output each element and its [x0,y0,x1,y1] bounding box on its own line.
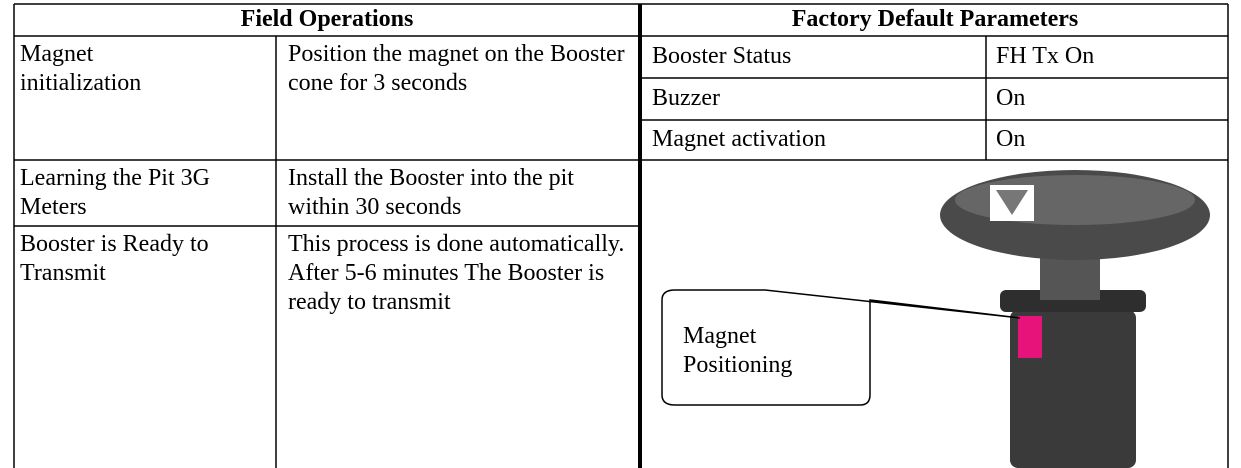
default-value: FH Tx On [996,43,1095,69]
parameter: Booster Status [652,43,792,69]
header-cell: Field Operations [240,6,414,32]
default-value: On [996,85,1026,111]
booster-illustration [661,170,1210,468]
operation: Magnet initialization [20,41,142,96]
header-cell: Factory Default Parameters [791,6,1079,32]
operation: Learning the Pit 3G Meters [20,165,210,220]
default-value: On [996,126,1026,152]
operation: Booster is Ready to Transmit [20,231,209,286]
description: This process is done automatically. Afte… [288,231,625,315]
parameter: Buzzer [652,85,720,111]
description: Install the Booster into the pit within … [288,165,574,220]
callout-label: Magnet Positioning [683,323,793,378]
parameter: Magnet activation [652,126,826,152]
description: Position the magnet on the Booster cone … [288,41,625,96]
